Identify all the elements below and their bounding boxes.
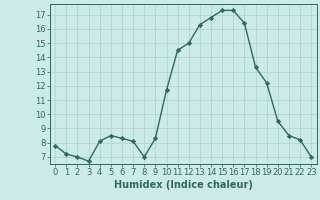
- X-axis label: Humidex (Indice chaleur): Humidex (Indice chaleur): [114, 180, 252, 190]
